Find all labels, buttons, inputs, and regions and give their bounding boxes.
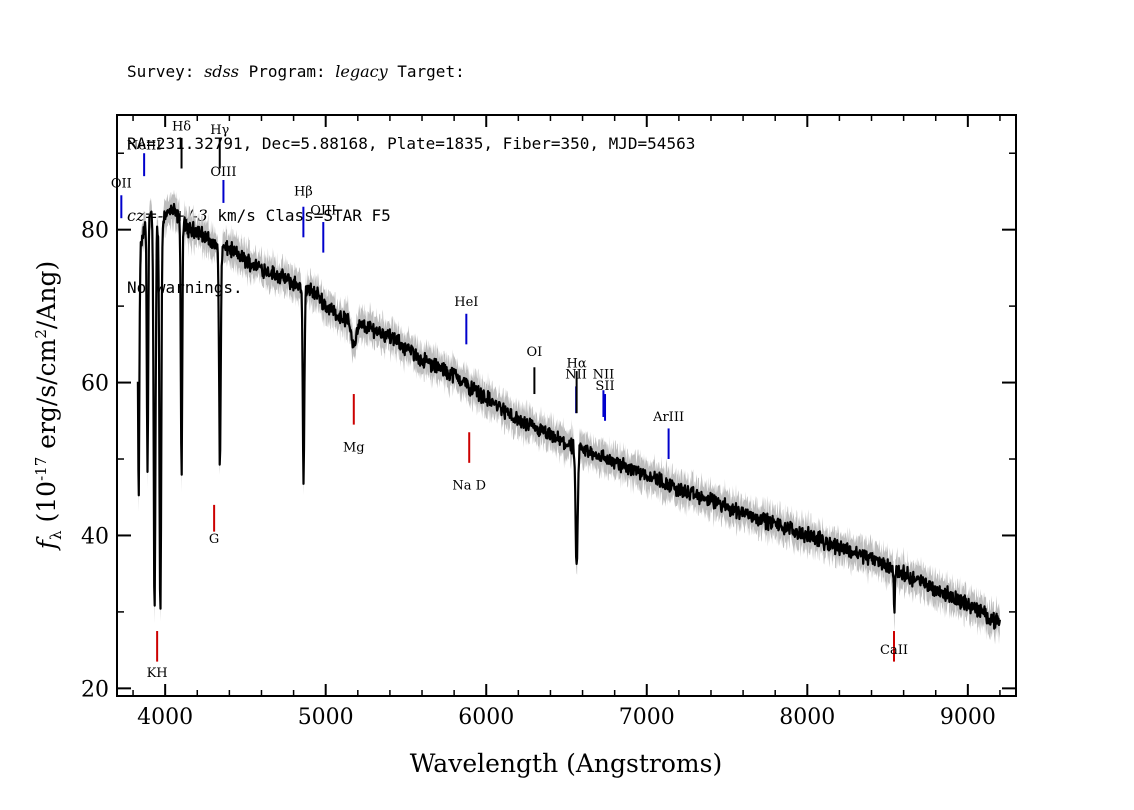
y-tick-label: 80: [81, 219, 109, 244]
x-tick-label: 6000: [458, 705, 514, 730]
header-line-1: Survey: sdss Program: legacy Target:: [127, 60, 695, 84]
survey-value: sdss: [204, 62, 239, 81]
y-tick-label: 40: [81, 524, 109, 549]
marker-label: Hα: [567, 356, 587, 371]
x-tick-label: 9000: [940, 705, 996, 730]
line-marker-nad: Na D: [452, 432, 486, 494]
line-marker-neiii: NeIII: [127, 138, 161, 177]
marker-label: Hγ: [210, 123, 229, 138]
marker-label: OIII: [210, 165, 236, 180]
marker-label: Mg: [343, 440, 365, 455]
error-band-area: [137, 189, 1000, 645]
spectrum-series: [136, 202, 1001, 630]
line-marker-hα: Hα: [567, 356, 587, 414]
marker-label: G: [209, 532, 219, 547]
line-marker-caii: CaII: [880, 631, 908, 662]
line-marker-hei: HeI: [454, 295, 478, 345]
survey-label: Survey:: [127, 62, 205, 81]
line-marker-oi: OI: [526, 345, 542, 395]
line-marker-ariii: ArIII: [652, 410, 684, 460]
marker-label: OIII: [310, 203, 336, 218]
axis-ticks: 4000 5000 6000 7000 8000 9000 20 40 60 80: [81, 115, 1016, 730]
line-marker-kh: KH: [147, 631, 168, 681]
x-tick-label: 7000: [619, 705, 675, 730]
x-tick-label: 8000: [779, 705, 835, 730]
marker-label: KH: [147, 666, 168, 681]
marker-label: Hδ: [172, 119, 191, 134]
marker-label: NeIII: [127, 138, 161, 153]
line-marker-nii: NII: [593, 368, 615, 417]
header-line-3: cz=-5+/-3 km/s Class=STAR F5: [127, 204, 695, 228]
program-value: legacy: [335, 62, 388, 81]
line-marker-hγ: Hγ: [210, 123, 230, 169]
x-tick-label: 5000: [298, 705, 354, 730]
line-marker-hδ: Hδ: [172, 119, 191, 169]
y-tick-label: 60: [81, 372, 109, 397]
x-axis-title: Wavelength (Angstroms): [410, 749, 722, 778]
spectrum-header: Survey: sdss Program: legacy Target: RA=…: [127, 12, 695, 324]
class-value: km/s Class=STAR F5: [207, 206, 391, 225]
line-marker-hβ: Hβ: [294, 184, 313, 238]
marker-label: OI: [526, 345, 542, 360]
line-marker-oiii: OIII: [310, 203, 336, 253]
line-marker-g: G: [209, 504, 219, 547]
y-tick-label: 20: [81, 677, 109, 702]
marker-label: NII: [593, 368, 615, 383]
error-band: [137, 189, 1000, 645]
target-label: Target:: [387, 62, 465, 81]
line-marker-oii: OII: [111, 177, 132, 219]
y-axis-title: fλ (10-17 erg/s/cm2/Ang): [32, 261, 65, 551]
marker-label: ArIII: [652, 410, 684, 425]
plot-frame: [116, 114, 1017, 697]
x-tick-label: 4000: [137, 705, 193, 730]
marker-label: Hβ: [294, 184, 313, 199]
header-line-2: RA=231.32791, Dec=5.88168, Plate=1835, F…: [127, 134, 696, 153]
marker-label: HeI: [454, 295, 478, 310]
marker-label: CaII: [880, 643, 908, 658]
marker-label: Na D: [452, 479, 486, 494]
spectrum-line: [136, 202, 1001, 630]
marker-label: SII: [595, 379, 614, 394]
line-marker-sii: SII: [595, 379, 615, 421]
marker-label: OII: [111, 177, 132, 192]
line-marker-oiii: OIII: [210, 165, 236, 203]
line-marker-mg: Mg: [343, 394, 365, 455]
program-label: Program:: [238, 62, 336, 81]
line-markers: OIINeIIIOIIIHβOIIIHeINIINIISIIArIIIHδHγO…: [111, 119, 908, 681]
